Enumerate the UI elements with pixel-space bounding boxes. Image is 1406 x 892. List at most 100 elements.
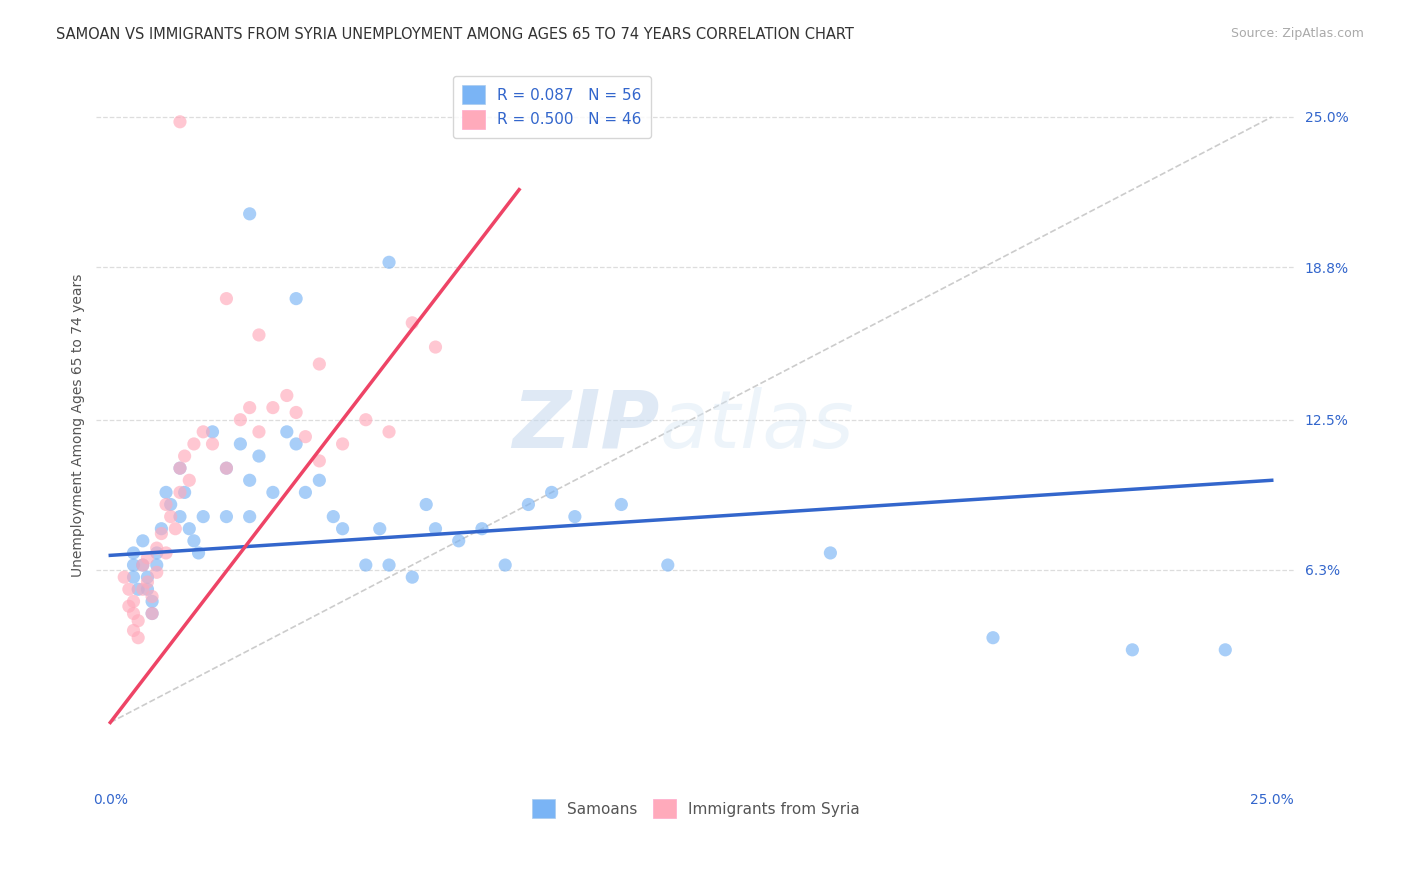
Point — [294, 430, 316, 444]
Point — [193, 425, 215, 439]
Point — [517, 498, 540, 512]
Point — [262, 485, 284, 500]
Point — [145, 566, 167, 580]
Point — [155, 498, 177, 512]
Point — [165, 522, 187, 536]
Point — [159, 498, 181, 512]
Point — [308, 357, 330, 371]
Point — [159, 509, 181, 524]
Text: SAMOAN VS IMMIGRANTS FROM SYRIA UNEMPLOYMENT AMONG AGES 65 TO 74 YEARS CORRELATI: SAMOAN VS IMMIGRANTS FROM SYRIA UNEMPLOY… — [56, 27, 853, 42]
Point — [285, 405, 308, 419]
Point — [540, 485, 562, 500]
Point — [368, 522, 391, 536]
Point — [354, 413, 377, 427]
Point — [155, 546, 177, 560]
Point — [127, 614, 149, 628]
Point — [173, 449, 195, 463]
Point — [201, 425, 224, 439]
Point — [141, 594, 163, 608]
Point — [425, 522, 447, 536]
Point — [332, 522, 354, 536]
Point — [118, 582, 141, 597]
Point — [229, 413, 252, 427]
Point — [179, 522, 201, 536]
Text: Source: ZipAtlas.com: Source: ZipAtlas.com — [1230, 27, 1364, 40]
Point — [378, 255, 401, 269]
Point — [145, 541, 167, 555]
Point — [285, 437, 308, 451]
Point — [215, 509, 238, 524]
Point — [132, 558, 155, 572]
Point — [564, 509, 586, 524]
Point — [239, 207, 262, 221]
Point — [173, 485, 195, 500]
Point — [132, 558, 155, 572]
Point — [215, 292, 238, 306]
Point — [294, 485, 316, 500]
Point — [183, 437, 205, 451]
Point — [247, 449, 270, 463]
Point — [122, 607, 145, 621]
Point — [141, 607, 163, 621]
Point — [187, 546, 209, 560]
Point — [122, 594, 145, 608]
Point — [169, 461, 191, 475]
Point — [150, 522, 173, 536]
Point — [378, 425, 401, 439]
Point — [308, 473, 330, 487]
Point — [401, 316, 423, 330]
Y-axis label: Unemployment Among Ages 65 to 74 years: Unemployment Among Ages 65 to 74 years — [72, 274, 86, 577]
Point — [132, 582, 155, 597]
Point — [247, 425, 270, 439]
Point — [122, 546, 145, 560]
Point — [141, 607, 163, 621]
Point — [141, 590, 163, 604]
Point — [401, 570, 423, 584]
Point — [276, 388, 298, 402]
Point — [122, 570, 145, 584]
Legend: Samoans, Immigrants from Syria: Samoans, Immigrants from Syria — [524, 791, 868, 825]
Point — [308, 454, 330, 468]
Point — [132, 533, 155, 548]
Point — [332, 437, 354, 451]
Point — [239, 473, 262, 487]
Point — [136, 570, 159, 584]
Point — [276, 425, 298, 439]
Point — [193, 509, 215, 524]
Point — [981, 631, 1004, 645]
Point — [1121, 643, 1143, 657]
Point — [215, 461, 238, 475]
Point — [447, 533, 470, 548]
Point — [415, 498, 437, 512]
Point — [136, 582, 159, 597]
Point — [145, 558, 167, 572]
Point — [150, 526, 173, 541]
Point — [169, 461, 191, 475]
Point — [820, 546, 842, 560]
Point — [229, 437, 252, 451]
Point — [127, 631, 149, 645]
Point — [179, 473, 201, 487]
Point — [239, 401, 262, 415]
Point — [127, 582, 149, 597]
Point — [247, 328, 270, 343]
Point — [262, 401, 284, 415]
Point — [657, 558, 679, 572]
Point — [112, 570, 135, 584]
Point — [471, 522, 494, 536]
Point — [285, 292, 308, 306]
Point — [122, 558, 145, 572]
Point — [136, 574, 159, 589]
Point — [155, 485, 177, 500]
Point — [201, 437, 224, 451]
Point — [425, 340, 447, 354]
Point — [122, 624, 145, 638]
Point — [322, 509, 344, 524]
Point — [118, 599, 141, 614]
Point — [610, 498, 633, 512]
Text: ZIP: ZIP — [512, 387, 659, 465]
Point — [378, 558, 401, 572]
Point — [354, 558, 377, 572]
Point — [1213, 643, 1236, 657]
Point — [494, 558, 516, 572]
